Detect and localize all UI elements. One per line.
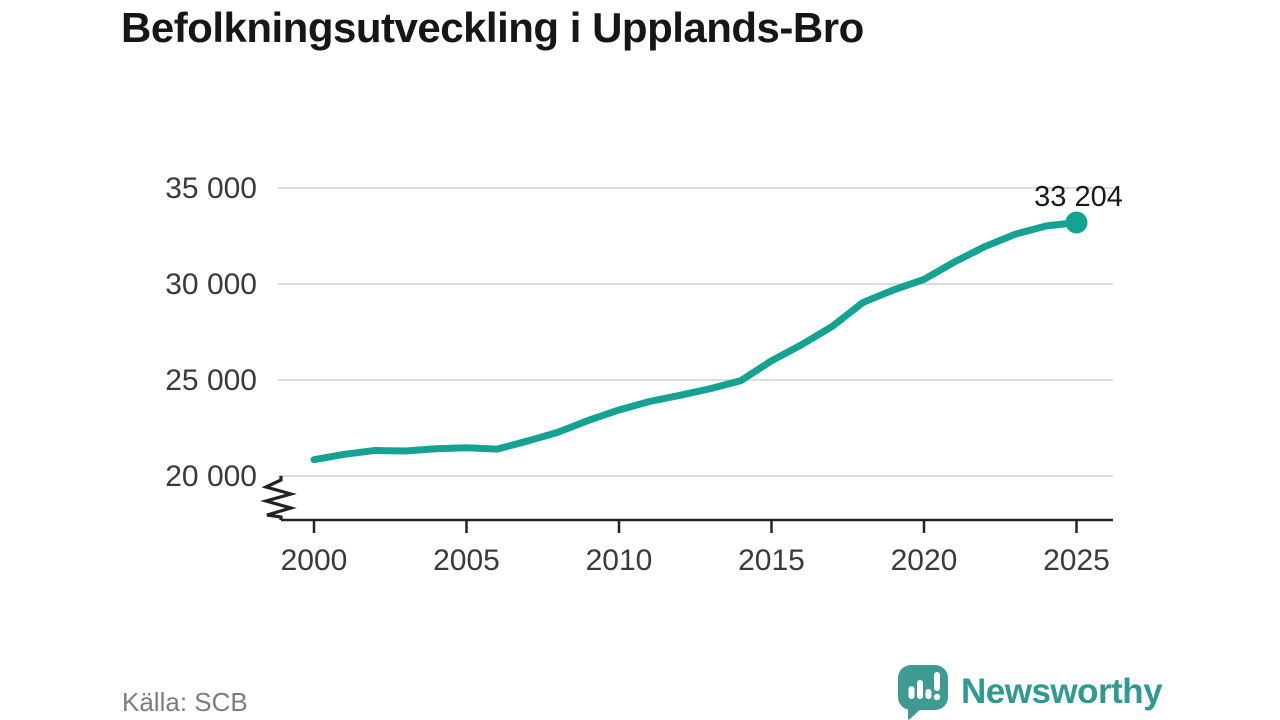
- y-tick-label: 35 000: [165, 172, 257, 205]
- data-line: [310, 218, 1080, 464]
- source-label: Källa: SCB: [122, 687, 248, 717]
- y-tick-label: 25 000: [165, 364, 257, 397]
- newsworthy-wordmark: Newsworthy: [961, 671, 1163, 711]
- x-tick-label: 2020: [891, 544, 958, 577]
- x-tick-label: 2010: [586, 544, 653, 577]
- end-point-dot: [1065, 211, 1088, 234]
- y-axis-break-icon: [260, 476, 297, 520]
- y-tick-label: 20 000: [165, 460, 257, 493]
- x-tick-label: 2005: [433, 544, 500, 577]
- x-tick-label: 2025: [1043, 544, 1110, 577]
- page-title: Befolkningsutveckling i Upplands-Bro: [121, 4, 864, 51]
- logo-bar-2-icon: [917, 680, 923, 699]
- newsworthy-logo-icon: [898, 665, 948, 720]
- x-tick-label: 2015: [738, 544, 805, 577]
- logo-exclamation-icon: [934, 672, 940, 691]
- x-tick-label: 2000: [281, 544, 348, 577]
- y-tick-label: 30 000: [165, 268, 257, 301]
- logo-exclamation-dot-icon: [933, 693, 941, 701]
- newsworthy-logo: Newsworthy: [895, 663, 1163, 720]
- logo-bar-3-icon: [925, 689, 932, 699]
- logo-bar-1-icon: [908, 686, 915, 699]
- logo-bubble-tail: [908, 703, 925, 720]
- end-point-label: 33 204: [1034, 181, 1123, 213]
